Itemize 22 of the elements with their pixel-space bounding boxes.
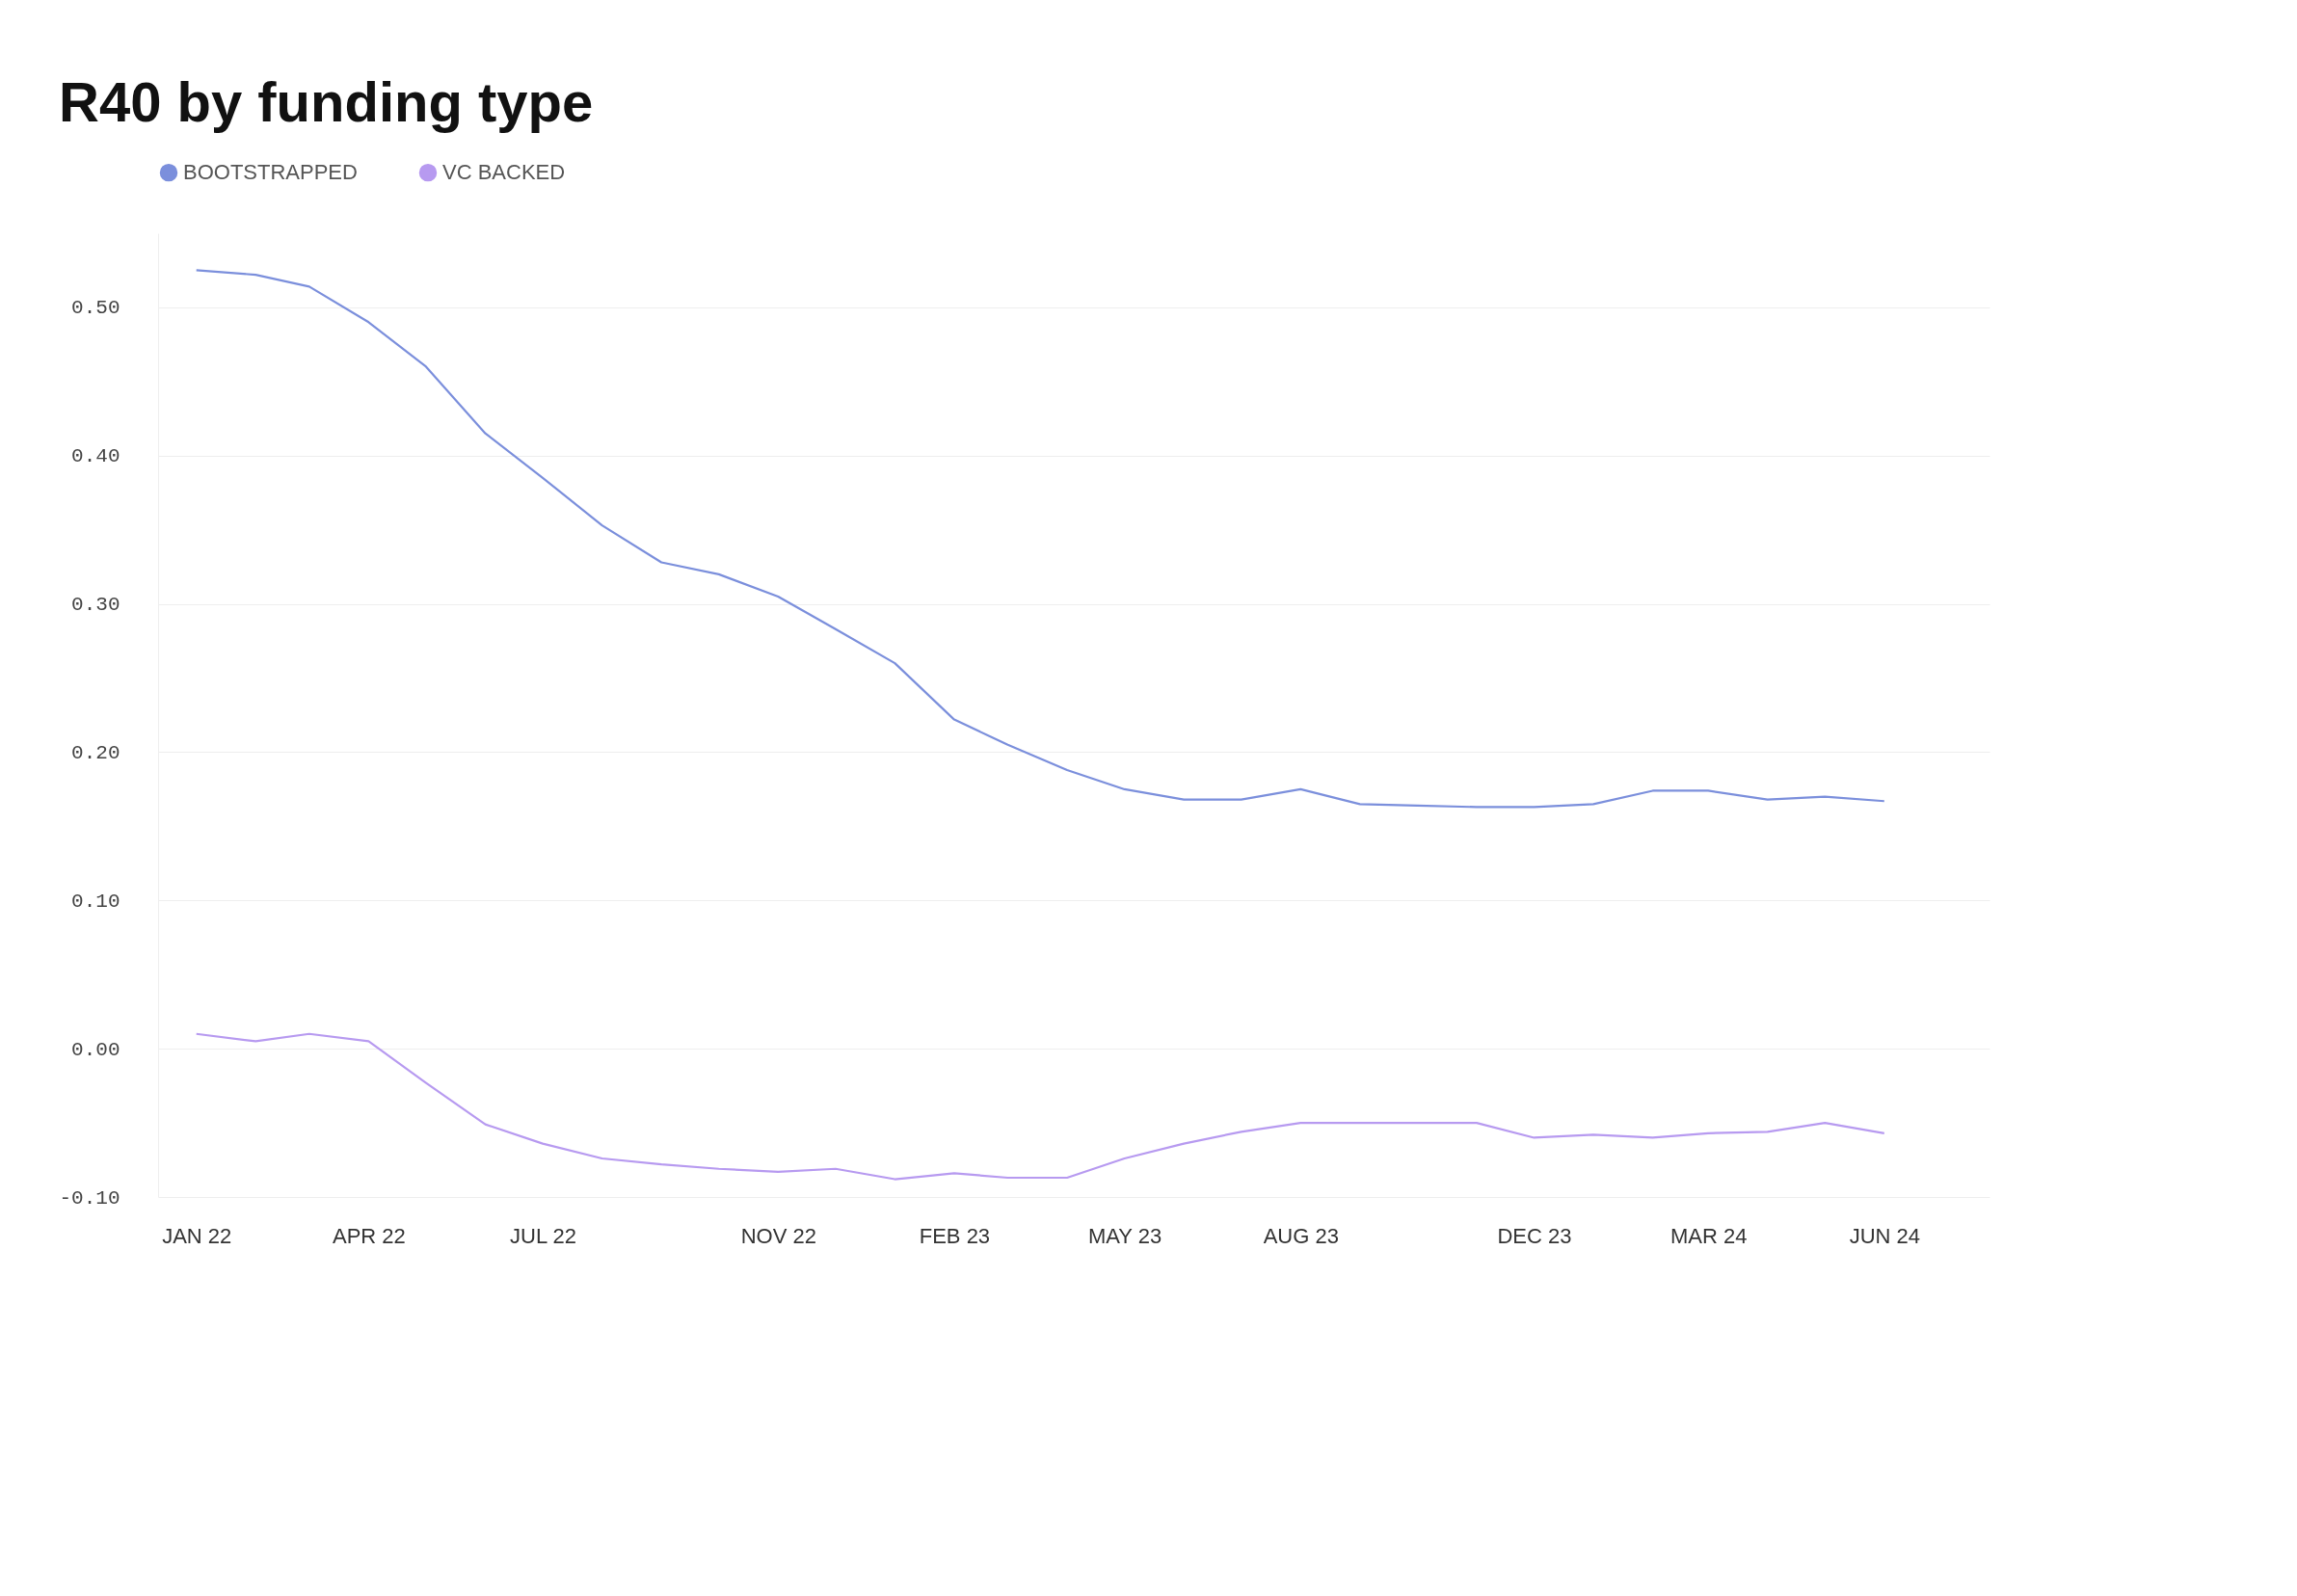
x-tick-label: FEB 23 bbox=[919, 1223, 991, 1248]
x-tick-label: NOV 22 bbox=[740, 1223, 816, 1248]
x-tick-label: JUL 22 bbox=[510, 1223, 576, 1248]
x-tick-label: AUG 23 bbox=[1263, 1223, 1339, 1248]
x-tick-label: JUN 24 bbox=[1849, 1223, 1920, 1248]
legend-label: VC BACKED bbox=[442, 160, 566, 185]
y-tick-label: 0.20 bbox=[71, 741, 120, 764]
line-series bbox=[195, 1032, 1885, 1181]
chart-title: R40 by funding type bbox=[58, 70, 594, 133]
y-tick-label: 0.00 bbox=[71, 1038, 120, 1061]
x-tick-label: JAN 22 bbox=[162, 1223, 232, 1248]
x-tick-label: MAR 24 bbox=[1669, 1223, 1748, 1248]
y-tick-label: 0.30 bbox=[71, 594, 120, 617]
legend-label: BOOTSTRAPPED bbox=[183, 160, 358, 185]
y-tick-label: 0.50 bbox=[71, 297, 120, 320]
y-tick-label: 0.40 bbox=[71, 445, 120, 468]
y-tick-label: 0.10 bbox=[71, 890, 120, 913]
x-tick-label: APR 22 bbox=[332, 1223, 406, 1248]
x-tick-label: DEC 23 bbox=[1497, 1223, 1572, 1248]
x-tick-label: MAY 23 bbox=[1088, 1223, 1162, 1248]
y-tick-label: -0.10 bbox=[59, 1186, 120, 1210]
line-series bbox=[195, 269, 1885, 809]
